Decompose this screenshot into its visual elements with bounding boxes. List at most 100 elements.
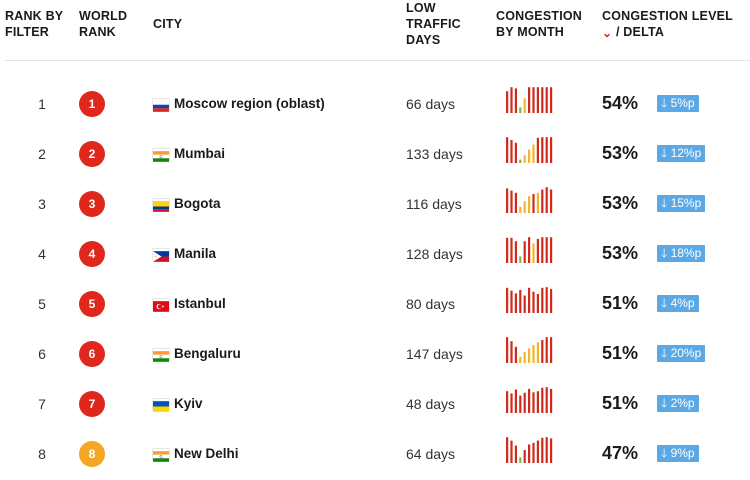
table-row[interactable]: 7 7 Kyiv 48 days 51% 🡓 2%p: [0, 380, 750, 430]
header-rank-by-filter[interactable]: RANK BY FILTER: [5, 9, 64, 39]
india-flag-icon: [153, 349, 169, 362]
month-bar: [514, 241, 517, 263]
city-name[interactable]: Mumbai: [174, 146, 226, 161]
turkey-flag-icon: [153, 299, 169, 312]
month-bar: [541, 87, 544, 113]
month-bar: [532, 243, 535, 263]
month-bar: [519, 107, 522, 113]
header-congestion-level[interactable]: CONGESTION LEVEL ⌄ / DELTA: [602, 8, 733, 40]
congestion-level: 51%: [602, 293, 639, 313]
month-bar: [523, 295, 526, 313]
colombia-flag-icon: [153, 199, 169, 212]
month-bar: [536, 137, 539, 163]
rank-by-filter: 8: [38, 446, 46, 462]
city-name[interactable]: New Delhi: [174, 446, 239, 461]
table-row[interactable]: 5 5 Istanbul 80 days 51% 🡓 4%p: [0, 280, 750, 330]
month-bar: [545, 137, 548, 163]
month-bar: [510, 290, 513, 313]
month-bar: [528, 237, 531, 263]
city-name[interactable]: Istanbul: [174, 296, 226, 311]
month-bar: [550, 87, 553, 113]
congestion-month-chart: [506, 287, 553, 313]
month-bar: [550, 388, 553, 413]
congestion-month-chart: [506, 437, 553, 463]
month-bar: [541, 287, 544, 313]
congestion-month-chart: [506, 87, 553, 113]
delta-badge: 🡓 2%p: [657, 395, 699, 412]
month-bar: [536, 87, 539, 113]
month-bar: [506, 337, 509, 363]
rank-by-filter: 2: [38, 146, 46, 162]
month-bar: [528, 348, 531, 363]
month-bar: [550, 337, 553, 363]
month-bar: [514, 389, 517, 413]
month-bar: [519, 395, 522, 413]
table-row[interactable]: 6 6 Bengaluru 147 days 51% 🡓 20%p: [0, 330, 750, 380]
city-name[interactable]: Moscow region (oblast): [174, 96, 325, 111]
delta-badge: 🡓 4%p: [657, 295, 699, 312]
table-row[interactable]: 1 1 Moscow region (oblast) 66 days 54% 🡓 5%p: [0, 80, 750, 130]
month-bar: [536, 192, 539, 213]
delta-badge: 🡓 18%p: [657, 245, 706, 262]
city-name[interactable]: Bogota: [174, 196, 221, 211]
month-bar: [510, 341, 513, 363]
month-bar: [536, 238, 539, 263]
congestion-level: 53%: [602, 243, 639, 263]
month-bar: [514, 88, 517, 113]
congestion-month-chart: [506, 187, 553, 213]
congestion-level: 54%: [602, 93, 639, 113]
month-bar: [523, 450, 526, 463]
month-bar: [519, 457, 522, 463]
low-traffic-days: 64 days: [406, 446, 456, 462]
month-bar: [510, 87, 513, 113]
month-bar: [545, 337, 548, 363]
month-bar: [532, 194, 535, 213]
india-flag-icon: [153, 149, 169, 162]
month-bar: [514, 346, 517, 363]
month-bar: [506, 188, 509, 213]
delta-badge: 🡓 9%p: [657, 445, 699, 462]
delta-badge: 🡓 20%p: [657, 345, 706, 362]
rank-by-filter: 3: [38, 196, 46, 212]
header-world-rank[interactable]: WORLD RANK: [79, 9, 128, 39]
month-bar: [506, 437, 509, 463]
table-row[interactable]: 8 8 New Delhi 64 days 47% 🡓 9%p: [0, 430, 750, 480]
table-row[interactable]: 4 4 Manila 128 days 53% 🡓 18%p: [0, 230, 750, 280]
world-rank-badge: 7: [79, 391, 105, 417]
world-rank-badge: 2: [79, 141, 105, 167]
month-bar: [550, 237, 553, 263]
month-bar: [536, 294, 539, 313]
world-rank-badge: 8: [79, 441, 105, 467]
table-row[interactable]: 3 3 Bogota 116 days 53% 🡓 15%p: [0, 180, 750, 230]
month-bar: [532, 442, 535, 463]
month-bar: [519, 356, 522, 363]
month-bar: [528, 287, 531, 313]
month-bar: [550, 137, 553, 163]
month-bar: [541, 387, 544, 413]
low-traffic-days: 66 days: [406, 96, 456, 112]
month-bar: [506, 237, 509, 263]
city-name[interactable]: Manila: [174, 246, 217, 261]
rank-by-filter: 7: [38, 396, 46, 412]
world-rank-badge: 4: [79, 241, 105, 267]
low-traffic-days: 48 days: [406, 396, 456, 412]
congestion-level: 53%: [602, 193, 639, 213]
congestion-month-chart: [506, 387, 553, 413]
month-bar: [545, 387, 548, 413]
month-bar: [541, 137, 544, 163]
month-bar: [541, 340, 544, 363]
month-bar: [523, 201, 526, 213]
header-low-traffic-days[interactable]: LOW TRAFFIC DAYS: [406, 1, 461, 47]
month-bar: [523, 241, 526, 263]
header-delta-label: / DELTA: [615, 25, 665, 39]
header-city[interactable]: CITY: [153, 17, 183, 31]
month-bar: [514, 142, 517, 163]
month-bar: [550, 288, 553, 313]
table-row[interactable]: 2 2 Mumbai 133 days 53% 🡓 12%p: [0, 130, 750, 180]
congestion-month-chart: [506, 137, 553, 163]
sort-descending-icon[interactable]: ⌄: [602, 26, 613, 40]
month-bar: [550, 189, 553, 213]
month-bar: [510, 190, 513, 213]
city-name[interactable]: Bengaluru: [174, 346, 241, 361]
city-name[interactable]: Kyiv: [174, 396, 203, 411]
